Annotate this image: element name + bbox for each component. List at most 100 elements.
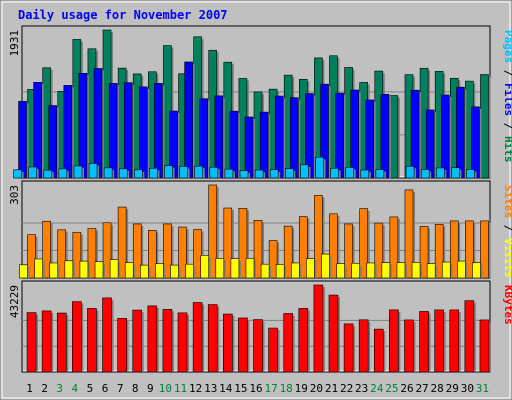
bar-files-day-2 [33, 82, 42, 179]
bar-kbytes-day-14 [223, 313, 233, 373]
bar-sites-day-19 [290, 262, 300, 279]
bar-visits-day-28 [434, 223, 444, 279]
bar-sites-day-6 [94, 261, 104, 279]
chart-title: Daily usage for November 2007 [18, 8, 228, 22]
bar-visits-day-6 [102, 222, 112, 279]
bar-kbytes-day-19 [298, 308, 309, 373]
series-pages [13, 156, 477, 179]
bar-pages-day-4 [58, 168, 68, 179]
bar-hits-day-31 [480, 74, 489, 179]
series-sites [19, 253, 483, 279]
bar-visits-day-11 [178, 226, 187, 279]
bar-files-day-6 [93, 68, 103, 179]
bar-pages-day-23 [345, 167, 354, 179]
bar-sites-day-30 [457, 260, 466, 279]
bar-files-day-19 [289, 97, 299, 179]
bar-kbytes-day-10 [162, 309, 173, 373]
bar-files-day-29 [440, 94, 450, 179]
bar-visits-day-27 [419, 226, 429, 279]
bar-visits-day-3 [57, 229, 67, 279]
bar-files-day-3 [48, 105, 58, 179]
bar-kbytes-day-1 [26, 312, 37, 373]
bar-files-day-31 [471, 106, 480, 179]
panel-visits-legend-part: Sites [502, 185, 512, 218]
bar-files-day-18 [274, 95, 284, 179]
bar-kbytes-day-30 [464, 300, 475, 373]
bar-pages-day-11 [164, 165, 173, 179]
panel-kbytes-legend: KBytes [502, 285, 512, 325]
bar-kbytes-day-5 [87, 308, 97, 373]
bar-visits-day-13 [208, 184, 218, 279]
bar-files-day-5 [78, 73, 88, 179]
x-tick-label-day-27: 27 [415, 382, 428, 395]
bar-kbytes-day-17 [268, 327, 278, 373]
bar-sites-day-4 [64, 260, 74, 279]
series-files [18, 61, 482, 179]
x-tick-label-day-29: 29 [446, 382, 459, 395]
bar-sites-day-18 [275, 264, 285, 279]
bar-sites-day-22 [336, 263, 345, 279]
bar-pages-day-16 [239, 170, 249, 179]
bar-kbytes-day-6 [102, 297, 112, 373]
chart-panels: 1931 Pages / Files / Hits 303 Sites / Visit… [8, 25, 512, 373]
bar-pages-day-10 [149, 167, 158, 179]
x-tick-label-day-2: 2 [41, 382, 48, 395]
bar-sites-day-5 [79, 260, 89, 279]
bar-pages-day-29 [435, 167, 445, 179]
bar-sites-day-28 [426, 263, 436, 279]
panel-hits-legend-part: Pages [502, 30, 512, 63]
x-tick-label-day-20: 20 [310, 382, 323, 395]
x-tick-label-day-11: 11 [174, 382, 187, 395]
bar-sites-day-29 [441, 261, 451, 279]
bar-files-day-9 [139, 86, 148, 179]
bar-kbytes-day-9 [147, 305, 158, 373]
bar-hits-day-25 [389, 95, 399, 179]
bar-sites-day-8 [124, 262, 134, 279]
bar-visits-day-25 [389, 216, 399, 279]
bar-sites-day-20 [306, 258, 315, 279]
bar-kbytes-day-11 [177, 312, 188, 373]
bar-visits-day-23 [359, 208, 368, 279]
bar-visits-day-16 [253, 219, 263, 279]
bar-sites-day-24 [366, 262, 376, 279]
bar-kbytes-day-18 [283, 313, 293, 373]
bar-visits-day-8 [132, 223, 142, 279]
bar-kbytes-day-23 [358, 319, 369, 373]
bar-sites-day-17 [260, 263, 270, 279]
bar-sites-day-3 [49, 262, 59, 279]
x-tick-label-day-18: 18 [280, 382, 293, 395]
bar-kbytes-day-31 [479, 319, 490, 373]
panel-hits-legend-part: / [502, 63, 512, 83]
bar-files-day-23 [350, 89, 359, 179]
panel-hits-ymax-label: 1931 [8, 30, 21, 57]
x-tick-label-day-6: 6 [102, 382, 109, 395]
bar-files-day-12 [184, 61, 193, 179]
bar-pages-day-12 [179, 166, 188, 179]
bar-kbytes-day-12 [192, 302, 203, 373]
x-tick-label-day-21: 21 [325, 382, 338, 395]
bar-kbytes-day-20 [313, 284, 324, 373]
bar-sites-day-16 [245, 258, 255, 279]
panel-kbytes-legend-part: KBytes [502, 285, 512, 325]
bar-pages-day-25 [375, 169, 385, 179]
bar-pages-day-19 [284, 168, 294, 179]
bar-visits-day-15 [238, 208, 248, 279]
bar-sites-day-11 [170, 264, 179, 279]
bar-pages-day-1 [13, 169, 22, 179]
bar-sites-day-12 [185, 263, 194, 279]
panel-visits-legend: Sites / Visits [502, 185, 512, 278]
bar-kbytes-day-27 [419, 311, 429, 373]
bar-pages-day-14 [209, 166, 219, 179]
bar-kbytes-day-16 [253, 319, 263, 373]
bar-visits-day-9 [148, 230, 157, 279]
bar-kbytes-day-4 [72, 301, 82, 373]
bar-files-day-25 [380, 94, 390, 179]
bar-sites-day-10 [155, 263, 164, 279]
x-tick-label-day-25: 25 [385, 382, 398, 395]
bar-pages-day-13 [194, 165, 204, 179]
bar-pages-day-2 [28, 166, 37, 179]
x-tick-label-day-23: 23 [355, 382, 368, 395]
bar-kbytes-day-8 [132, 309, 143, 373]
bar-pages-day-17 [254, 169, 264, 179]
x-tick-label-day-22: 22 [340, 382, 353, 395]
